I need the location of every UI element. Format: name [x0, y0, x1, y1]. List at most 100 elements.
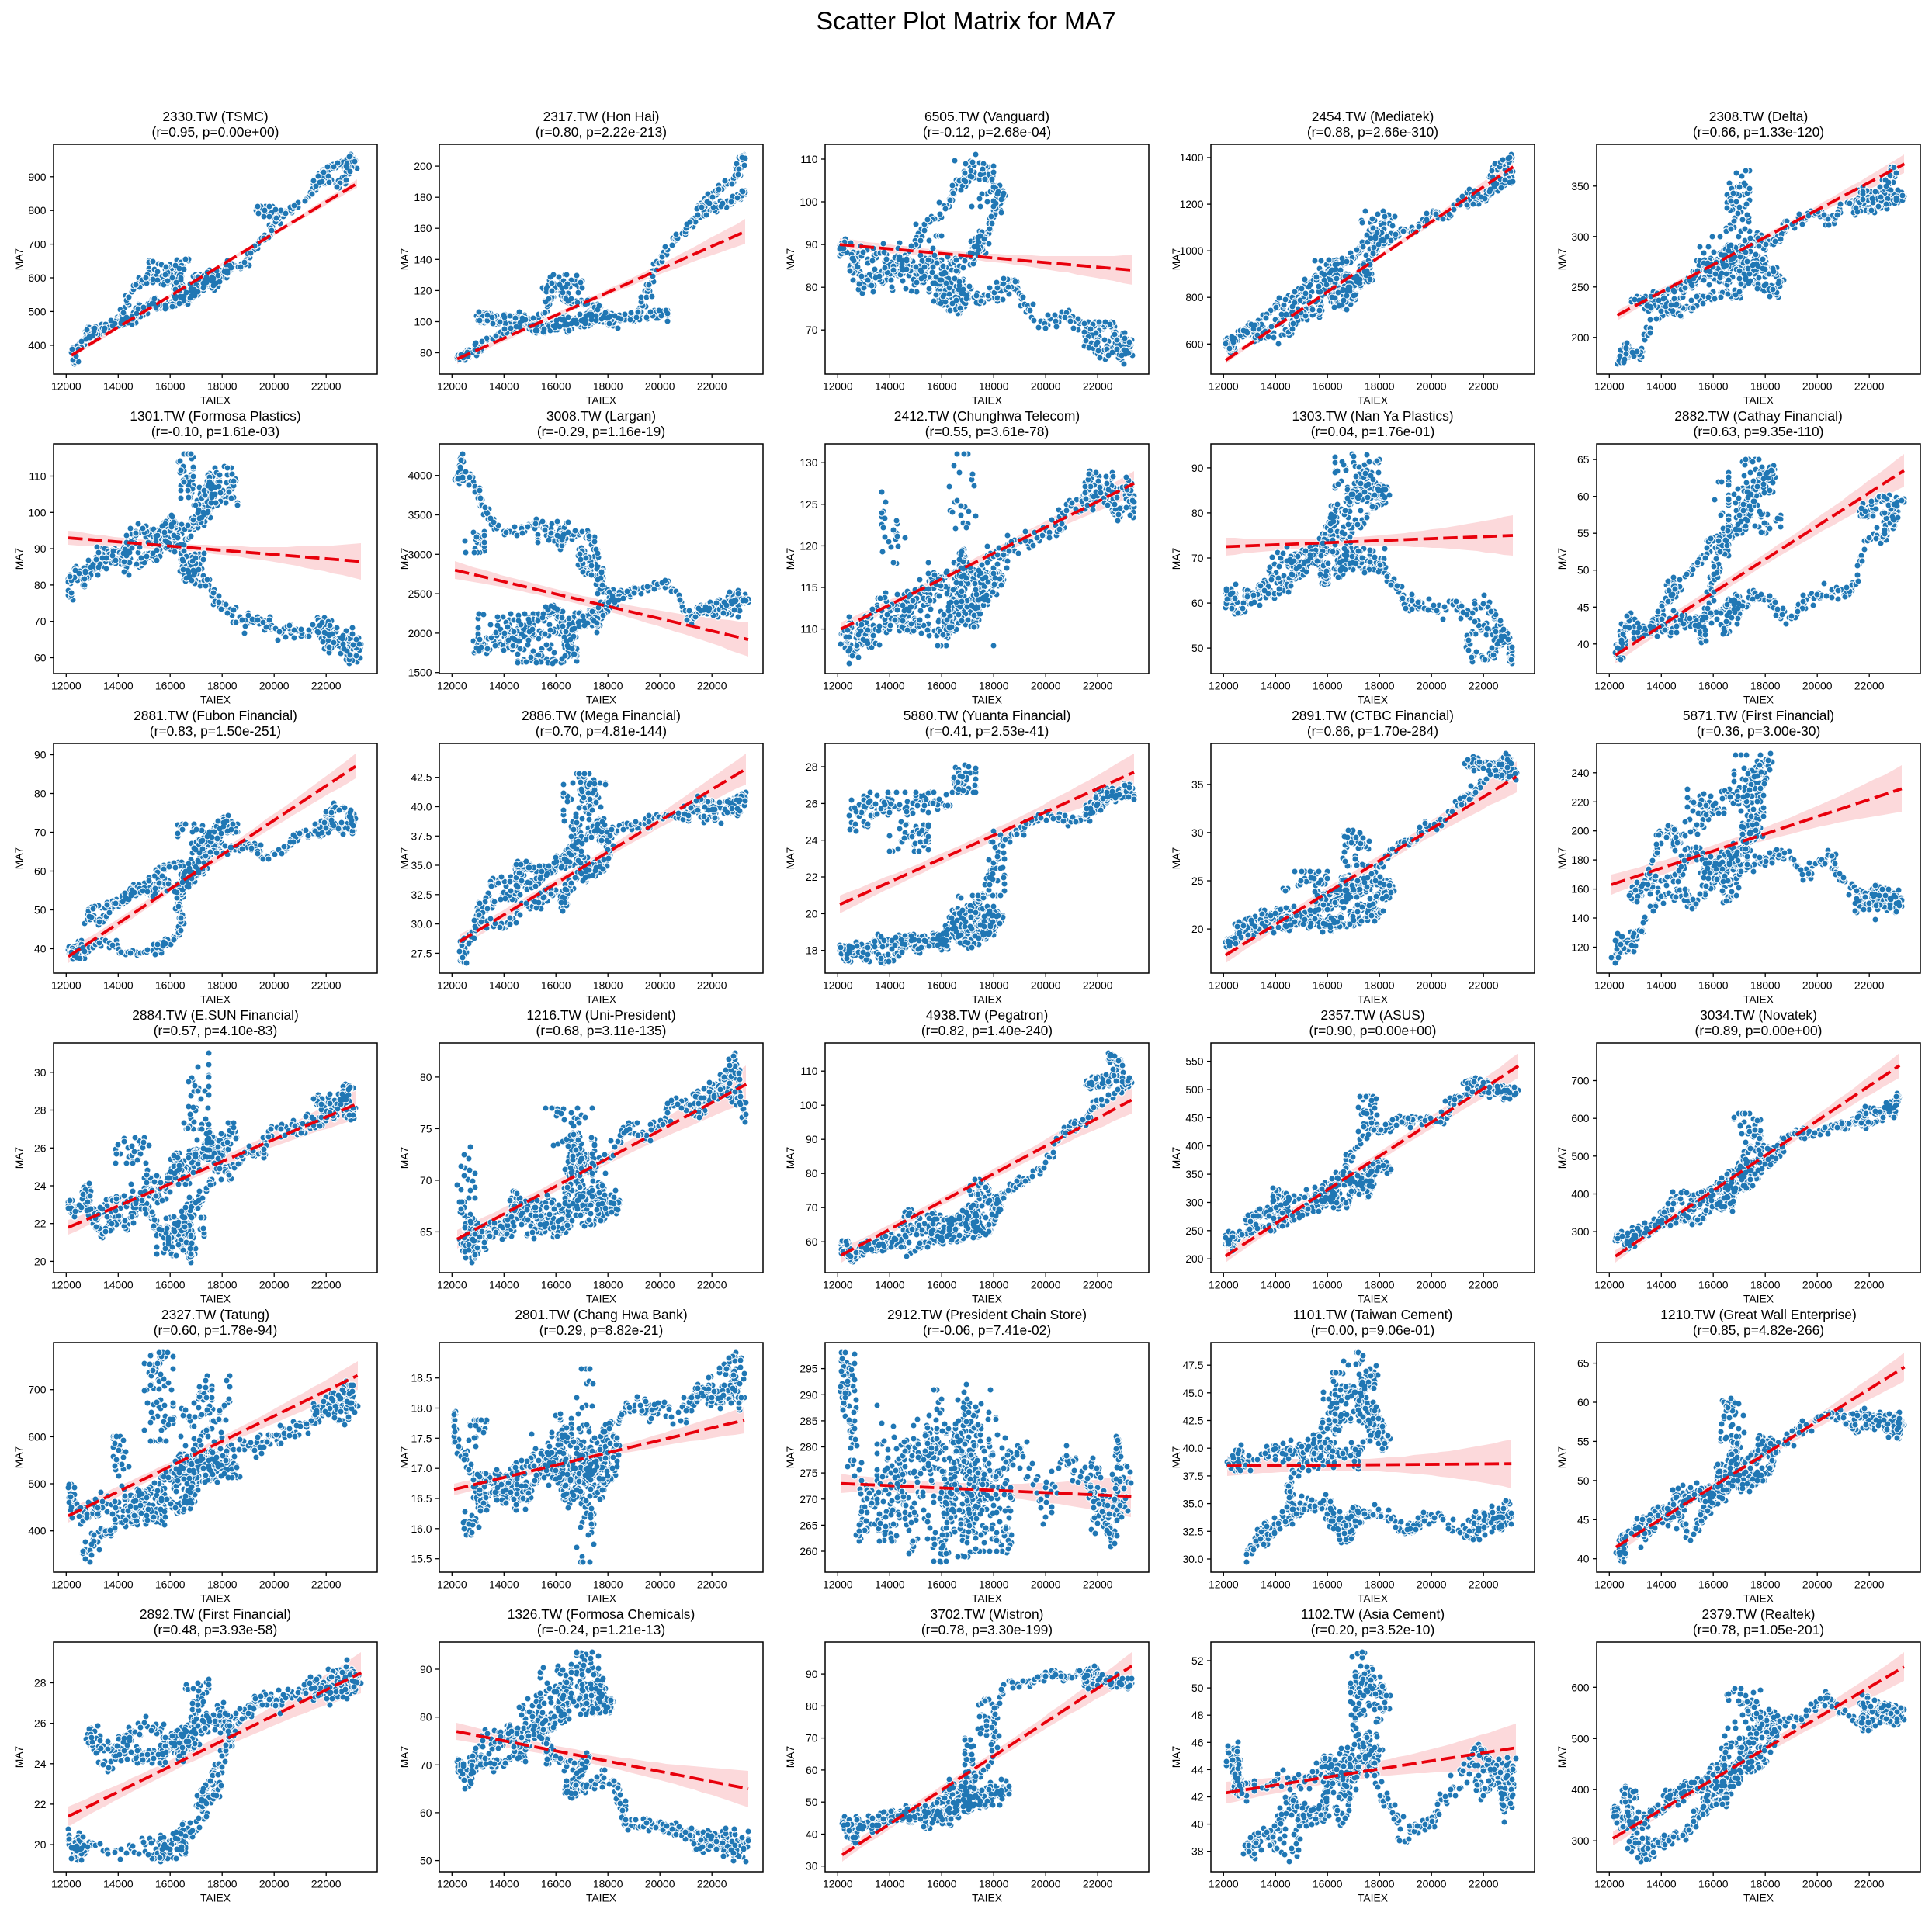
svg-text:(r=0.48, p=3.93e-58): (r=0.48, p=3.93e-58) — [154, 1622, 278, 1637]
svg-text:220: 220 — [1571, 795, 1589, 808]
svg-text:TAIEX: TAIEX — [1743, 694, 1774, 706]
svg-text:2886.TW (Mega Financial): 2886.TW (Mega Financial) — [522, 708, 681, 723]
svg-text:90: 90 — [806, 238, 818, 251]
svg-text:20000: 20000 — [1031, 380, 1061, 393]
svg-text:14000: 14000 — [103, 380, 134, 393]
svg-text:700: 700 — [28, 238, 46, 251]
svg-text:18000: 18000 — [1365, 380, 1395, 393]
svg-text:80: 80 — [420, 1711, 432, 1724]
svg-text:1326.TW (Formosa Chemicals): 1326.TW (Formosa Chemicals) — [508, 1606, 695, 1622]
svg-text:17.5: 17.5 — [411, 1432, 432, 1444]
svg-text:2884.TW (E.SUN Financial): 2884.TW (E.SUN Financial) — [132, 1007, 299, 1023]
svg-text:110: 110 — [800, 623, 817, 636]
svg-text:35.0: 35.0 — [411, 859, 432, 871]
svg-text:20000: 20000 — [1417, 1279, 1447, 1291]
svg-text:(r=0.68, p=3.11e-135): (r=0.68, p=3.11e-135) — [536, 1023, 667, 1038]
svg-text:16000: 16000 — [1698, 979, 1729, 992]
svg-text:20000: 20000 — [645, 1279, 675, 1291]
svg-text:14000: 14000 — [875, 1578, 905, 1591]
svg-text:50: 50 — [806, 1796, 818, 1808]
svg-text:(r=0.70, p=4.81e-144): (r=0.70, p=4.81e-144) — [536, 723, 667, 739]
svg-text:400: 400 — [1571, 1783, 1589, 1796]
svg-text:MA7: MA7 — [12, 1146, 25, 1169]
svg-text:400: 400 — [28, 1525, 46, 1537]
svg-text:20000: 20000 — [259, 1578, 290, 1591]
svg-text:22000: 22000 — [1469, 979, 1499, 992]
svg-text:14000: 14000 — [489, 380, 519, 393]
svg-text:TAIEX: TAIEX — [1743, 1293, 1774, 1305]
svg-text:40: 40 — [1191, 1818, 1204, 1831]
svg-text:22000: 22000 — [1469, 1878, 1499, 1890]
svg-text:22000: 22000 — [697, 1279, 727, 1291]
svg-text:18000: 18000 — [1365, 1279, 1395, 1291]
svg-text:12000: 12000 — [51, 979, 82, 992]
svg-text:90: 90 — [806, 1668, 818, 1680]
svg-text:20000: 20000 — [1802, 380, 1833, 393]
svg-text:2379.TW (Realtek): 2379.TW (Realtek) — [1702, 1606, 1816, 1622]
svg-text:MA7: MA7 — [1170, 1745, 1182, 1768]
svg-text:MA7: MA7 — [12, 547, 25, 570]
svg-text:70: 70 — [806, 1732, 818, 1744]
svg-text:22000: 22000 — [697, 1878, 727, 1890]
svg-text:14000: 14000 — [1646, 680, 1677, 692]
svg-text:18000: 18000 — [1365, 979, 1395, 992]
svg-text:22000: 22000 — [311, 1878, 342, 1890]
svg-text:17.0: 17.0 — [411, 1462, 432, 1474]
svg-text:TAIEX: TAIEX — [1743, 1892, 1774, 1904]
svg-text:14000: 14000 — [489, 979, 519, 992]
svg-text:(r=0.88, p=2.66e-310): (r=0.88, p=2.66e-310) — [1307, 124, 1438, 140]
svg-text:1500: 1500 — [408, 667, 432, 679]
svg-text:30: 30 — [34, 1066, 47, 1079]
svg-text:(r=0.55, p=3.61e-78): (r=0.55, p=3.61e-78) — [925, 424, 1049, 439]
svg-text:3008.TW (Largan): 3008.TW (Largan) — [546, 408, 656, 424]
svg-text:700: 700 — [28, 1384, 46, 1396]
svg-text:18000: 18000 — [1750, 1279, 1781, 1291]
svg-text:60: 60 — [420, 1807, 432, 1819]
svg-text:80: 80 — [420, 1071, 432, 1083]
svg-text:80: 80 — [806, 1167, 818, 1180]
svg-text:(r=0.78, p=1.05e-201): (r=0.78, p=1.05e-201) — [1693, 1622, 1824, 1637]
svg-text:295: 295 — [800, 1363, 817, 1375]
svg-text:37.5: 37.5 — [411, 830, 432, 842]
svg-text:20: 20 — [34, 1255, 47, 1267]
svg-text:40: 40 — [34, 943, 47, 955]
svg-text:18000: 18000 — [207, 380, 238, 393]
svg-text:22: 22 — [806, 871, 818, 883]
svg-text:40.0: 40.0 — [411, 801, 432, 813]
svg-text:45: 45 — [1577, 1513, 1590, 1526]
svg-text:1200: 1200 — [1180, 198, 1204, 210]
svg-text:110: 110 — [800, 1065, 817, 1077]
svg-text:2882.TW (Cathay Financial): 2882.TW (Cathay Financial) — [1674, 408, 1843, 424]
svg-text:30.0: 30.0 — [1182, 1553, 1203, 1565]
svg-text:TAIEX: TAIEX — [1358, 394, 1388, 407]
svg-text:14000: 14000 — [103, 1878, 134, 1890]
svg-text:16.5: 16.5 — [411, 1492, 432, 1505]
svg-text:(r=0.60, p=1.78e-94): (r=0.60, p=1.78e-94) — [154, 1322, 278, 1338]
svg-text:TAIEX: TAIEX — [200, 694, 231, 706]
svg-text:450: 450 — [1185, 1111, 1203, 1124]
svg-text:20000: 20000 — [645, 1878, 675, 1890]
svg-text:100: 100 — [28, 506, 46, 518]
svg-text:22000: 22000 — [697, 979, 727, 992]
svg-text:20000: 20000 — [259, 1279, 290, 1291]
svg-text:2892.TW (First Financial): 2892.TW (First Financial) — [140, 1606, 291, 1622]
svg-text:24: 24 — [806, 834, 818, 847]
svg-text:22000: 22000 — [1083, 1578, 1113, 1591]
svg-text:12000: 12000 — [51, 1578, 82, 1591]
svg-text:400: 400 — [1185, 1140, 1203, 1152]
svg-text:14000: 14000 — [1646, 380, 1677, 393]
svg-text:270: 270 — [800, 1493, 817, 1505]
svg-text:400: 400 — [28, 339, 46, 352]
svg-text:600: 600 — [1185, 338, 1203, 350]
svg-text:115: 115 — [800, 581, 817, 594]
svg-text:MA7: MA7 — [1170, 248, 1182, 270]
svg-text:2454.TW (Mediatek): 2454.TW (Mediatek) — [1312, 109, 1434, 124]
svg-text:(r=0.04, p=1.76e-01): (r=0.04, p=1.76e-01) — [1311, 424, 1435, 439]
svg-text:40: 40 — [1577, 638, 1590, 650]
svg-text:12000: 12000 — [1594, 1878, 1625, 1890]
svg-text:(r=0.36, p=3.00e-30): (r=0.36, p=3.00e-30) — [1697, 723, 1821, 739]
svg-text:MA7: MA7 — [12, 847, 25, 869]
svg-text:4938.TW (Pegatron): 4938.TW (Pegatron) — [926, 1007, 1049, 1023]
svg-text:60: 60 — [806, 1235, 818, 1248]
svg-text:40: 40 — [1577, 1553, 1590, 1565]
